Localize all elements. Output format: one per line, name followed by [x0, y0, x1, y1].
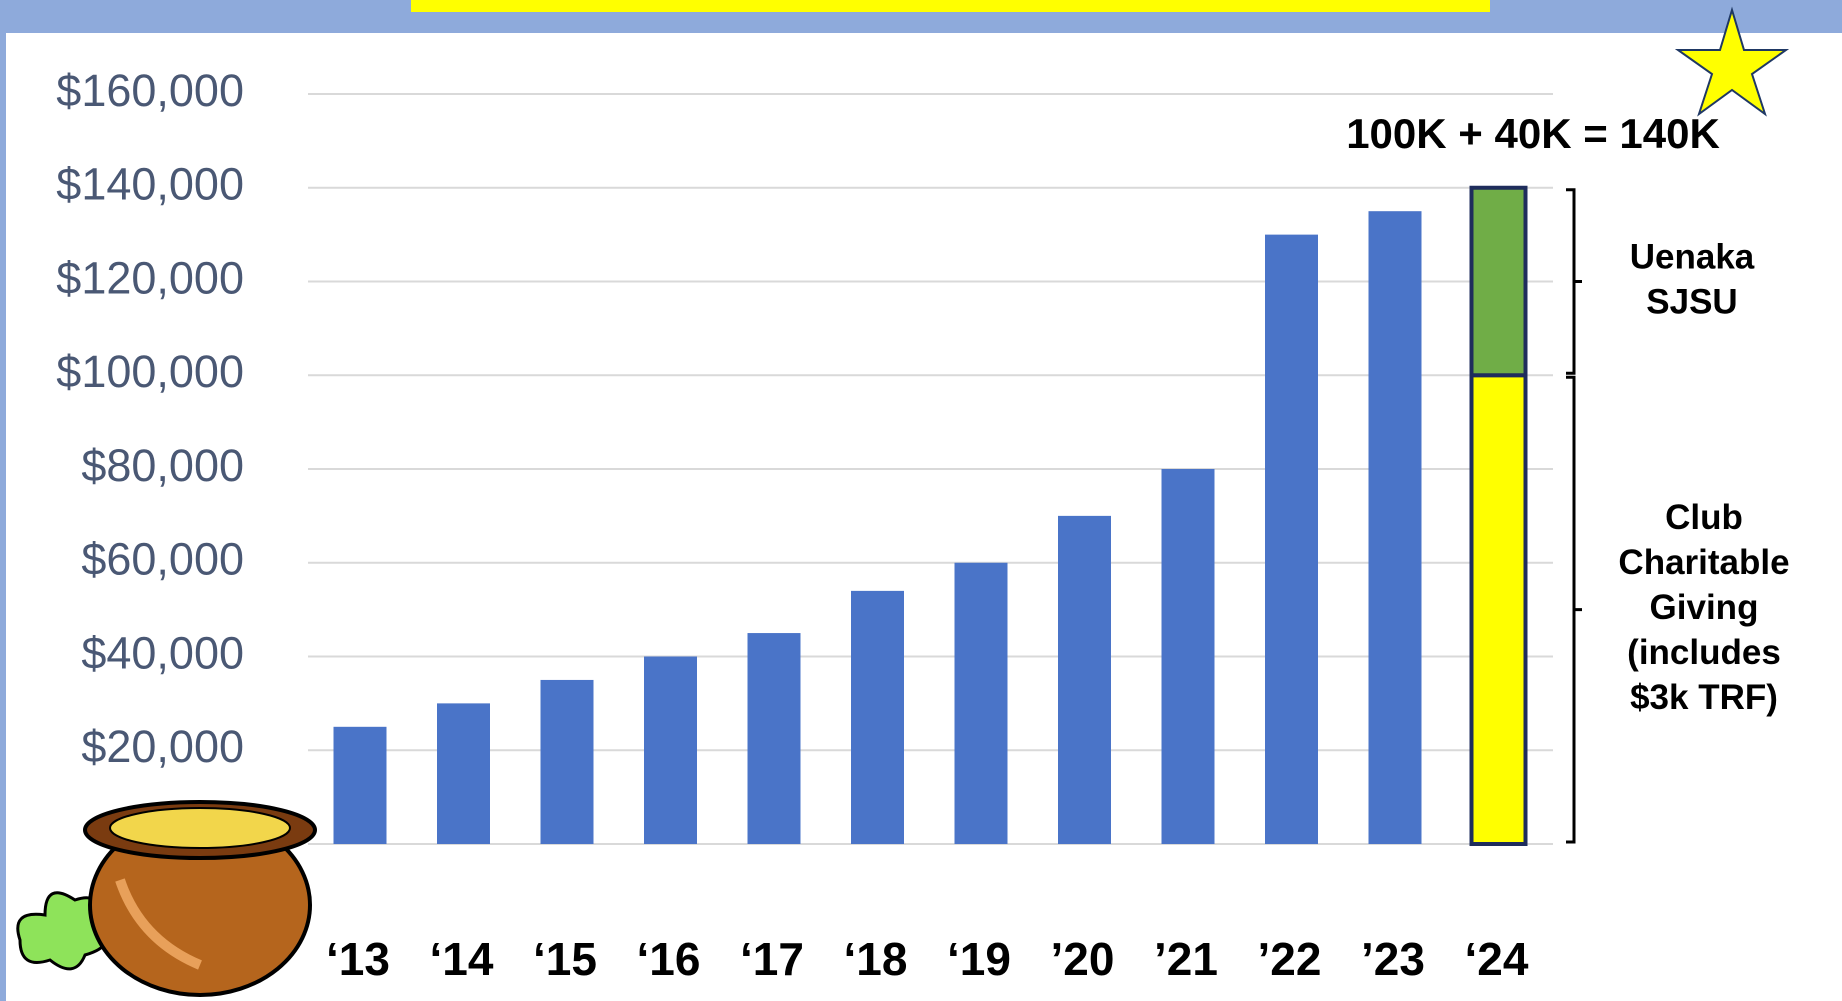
annotation: 100K + 40K = 140K — [1346, 110, 1720, 157]
y-tick-label: $160,000 — [56, 65, 244, 116]
y-tick-label: $80,000 — [81, 440, 244, 491]
x-tick-label: ’21 — [1154, 933, 1218, 985]
pot-of-gold — [16, 800, 317, 997]
x-tick-label: ‘24 — [1465, 933, 1529, 985]
plot: $20,000 $40,000 $60,000 $80,000 $100,000 $120… — [56, 65, 1789, 985]
left-band — [0, 0, 6, 1001]
bracket-label: $3k TRF) — [1630, 678, 1778, 717]
title-box — [411, 0, 1490, 12]
bar — [333, 726, 387, 844]
bar — [851, 590, 904, 844]
bracket-label: SJSU — [1646, 282, 1737, 321]
bar — [1469, 185, 1528, 378]
bar — [1058, 515, 1111, 844]
bar — [1469, 373, 1528, 846]
bar — [747, 633, 801, 844]
x-tick-label: ‘19 — [947, 933, 1011, 985]
bar — [644, 656, 697, 844]
bar — [1368, 211, 1422, 844]
bracket — [1566, 188, 1582, 375]
bracket-label: Charitable — [1618, 543, 1789, 582]
y-tick-label: $100,000 — [56, 346, 244, 397]
y-tick-label: $120,000 — [56, 252, 244, 303]
bracket-label: Club — [1665, 498, 1743, 537]
y-tick-label: $20,000 — [81, 721, 244, 772]
y-tick-label: $140,000 — [56, 159, 244, 210]
bar — [540, 679, 594, 844]
bracket-label: (includes — [1627, 633, 1781, 672]
x-tick-label: ‘14 — [430, 933, 494, 985]
bar — [954, 562, 1008, 844]
x-tick-label: ’23 — [1361, 933, 1425, 985]
x-tick-label: ’20 — [1051, 933, 1115, 985]
y-tick-label: $40,000 — [81, 627, 244, 678]
bracket-label: Uenaka — [1630, 237, 1755, 276]
x-tick-label: ‘17 — [740, 933, 804, 985]
y-tick-label: $60,000 — [81, 534, 244, 585]
bracket — [1566, 375, 1582, 844]
bracket-label: Giving — [1650, 588, 1759, 627]
bar — [437, 703, 490, 844]
x-tick-label: ‘16 — [637, 933, 701, 985]
x-tick-label: ‘18 — [844, 933, 908, 985]
bar — [1265, 234, 1318, 844]
star — [1674, 6, 1790, 117]
bar — [1161, 469, 1215, 844]
x-tick-label: ’22 — [1258, 933, 1322, 985]
x-tick-label: ‘15 — [533, 933, 597, 985]
x-tick-label: ‘13 — [326, 933, 390, 985]
